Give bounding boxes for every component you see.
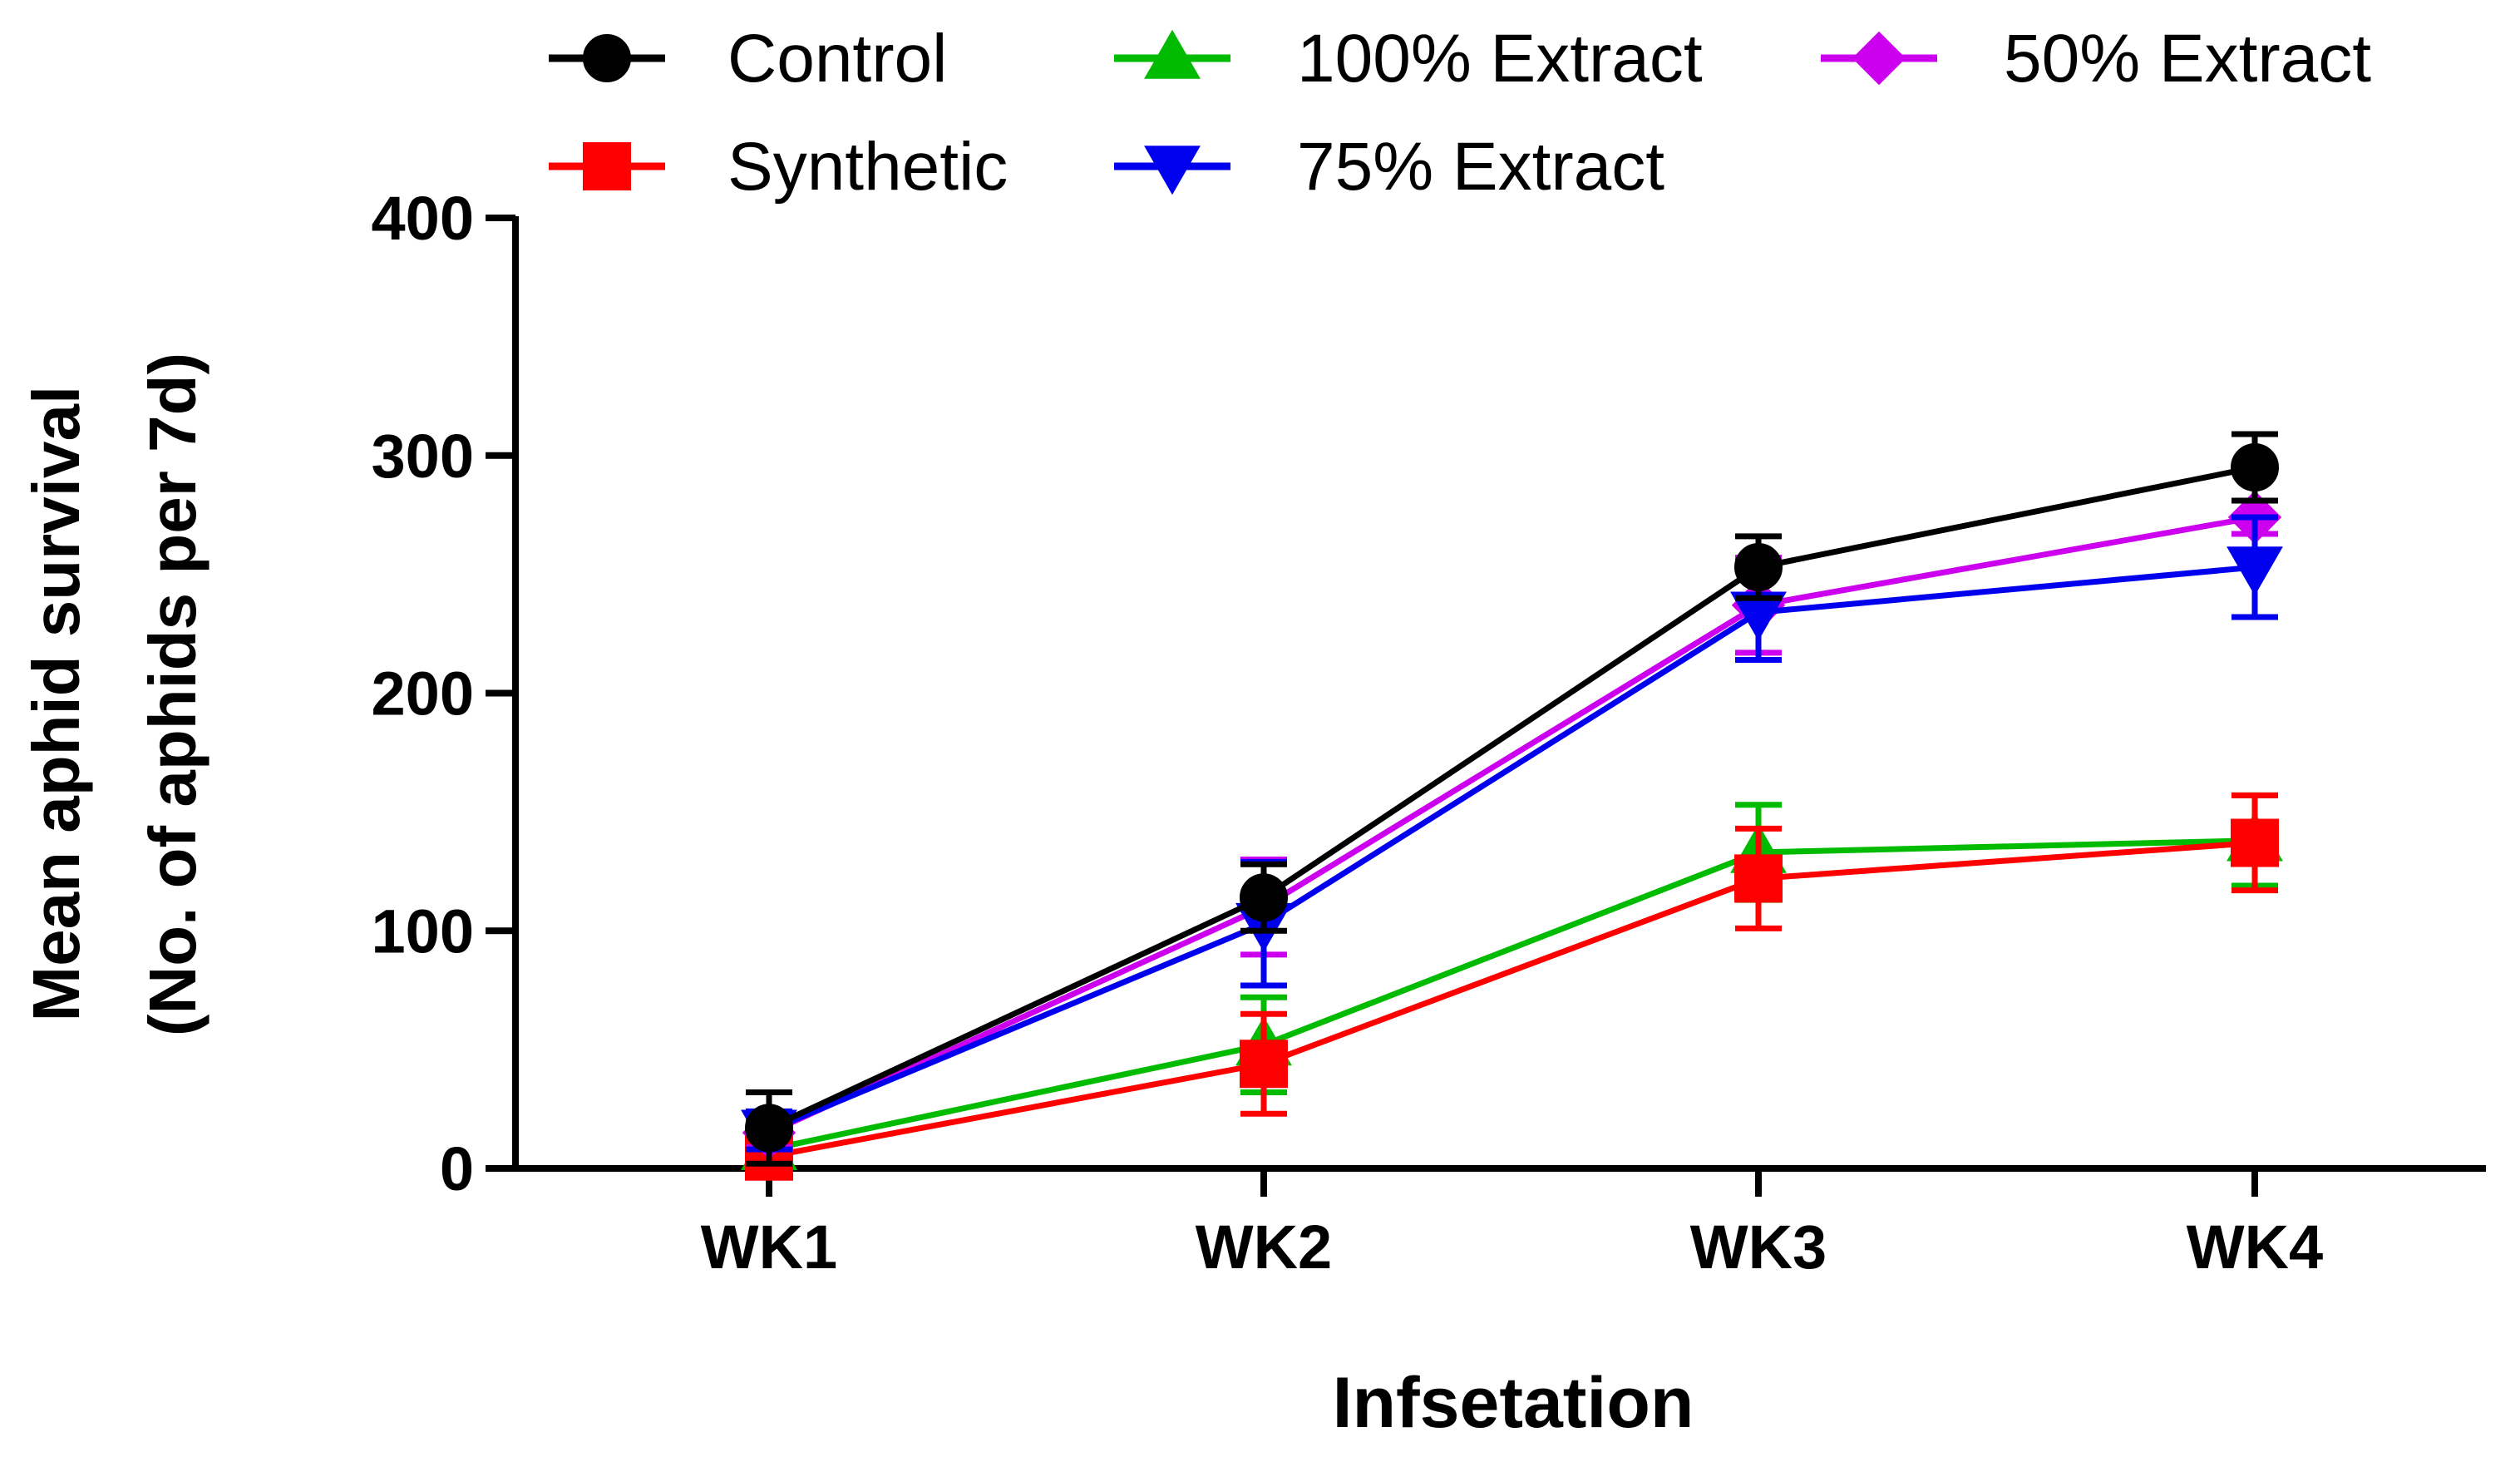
series-line [768,837,2256,1153]
y-axis-label: Mean aphid survival (No. of aphids per 7… [19,353,210,1036]
legend-marker [1852,31,1906,86]
series-layer [741,431,2283,1181]
legend-item-synthetic: Synthetic [549,129,1008,205]
series-line [767,464,2256,1131]
legend: Control Synthetic 100% Extract 75% Extract 5… [549,21,2371,205]
legend-marker [1144,29,1201,79]
series-75-extract [741,514,2283,1159]
axes: 0 100 200 300 400 WK1 WK2 WK3 WK4 [372,184,2486,1282]
data-point [1734,543,1783,592]
y-tick-label: 200 [372,659,474,728]
series-50-extract [742,490,2282,1160]
x-tick-label: WK3 [1690,1213,1827,1282]
series-line [767,514,2256,1136]
x-axis-label: Infsetation [1333,1363,1694,1443]
y-axis-label-line-1: Mean aphid survival [19,386,93,1022]
data-point [1240,1040,1288,1089]
data-point [745,1104,793,1153]
y-tick-label: 300 [372,422,474,491]
legend-label: 75% Extract [1297,129,1664,205]
x-tick-label: WK2 [1196,1213,1332,1282]
series-line [767,564,2256,1133]
data-point [1240,873,1288,922]
legend-item-75-extract: 75% Extract [1114,129,1664,205]
legend-item-50-extract: 50% Extract [1821,21,2371,96]
y-tick-label: 0 [440,1134,474,1203]
x-tick-label: WK1 [701,1213,837,1282]
legend-label: 100% Extract [1297,21,1703,96]
series-synthetic [745,792,2279,1181]
legend-marker [583,142,631,190]
data-point [1734,854,1783,903]
data-point [2231,818,2279,867]
legend-label: 50% Extract [2004,21,2371,96]
y-axis-label-line-2: (No. of aphids per 7d) [136,353,210,1036]
legend-marker [583,34,631,82]
x-tick-label: WK4 [2187,1213,2323,1282]
series-control [745,431,2279,1167]
y-tick-label: 100 [372,896,474,966]
legend-label: Synthetic [727,129,1008,205]
legend-item-control: Control [549,21,947,96]
legend-label: Control [727,21,947,96]
data-point [2227,546,2283,596]
legend-marker [1144,146,1201,195]
y-tick-label: 400 [372,184,474,253]
data-point [2231,443,2279,492]
legend-item-100-extract: 100% Extract [1114,21,1703,96]
series-line [768,840,2256,1160]
series-100-extract [741,792,2283,1170]
